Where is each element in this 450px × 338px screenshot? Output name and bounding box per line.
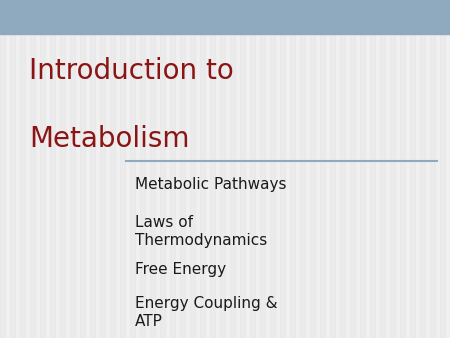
Bar — [140, 0, 145, 338]
Bar — [170, 0, 175, 338]
Bar — [40, 0, 45, 338]
Bar — [0, 0, 5, 338]
Bar — [280, 0, 285, 338]
Bar — [360, 0, 365, 338]
Bar — [180, 0, 185, 338]
Bar — [190, 0, 195, 338]
Text: Introduction to: Introduction to — [29, 57, 234, 86]
Bar — [70, 0, 75, 338]
Bar — [50, 0, 55, 338]
Bar — [220, 0, 225, 338]
Text: Laws of
Thermodynamics: Laws of Thermodynamics — [135, 215, 267, 248]
Text: Free Energy: Free Energy — [135, 262, 226, 277]
Bar — [300, 0, 305, 338]
Bar — [150, 0, 155, 338]
Bar — [60, 0, 65, 338]
Bar — [210, 0, 215, 338]
Bar — [230, 0, 235, 338]
Bar — [310, 0, 315, 338]
Bar — [0, 0, 450, 34]
Bar — [200, 0, 205, 338]
Bar — [120, 0, 125, 338]
Bar — [380, 0, 385, 338]
Bar — [160, 0, 165, 338]
Bar — [330, 0, 335, 338]
Bar — [20, 0, 25, 338]
Text: Metabolism: Metabolism — [29, 125, 190, 153]
Bar — [30, 0, 35, 338]
Bar — [290, 0, 295, 338]
Bar — [420, 0, 425, 338]
Bar — [410, 0, 415, 338]
Bar — [320, 0, 325, 338]
Bar — [370, 0, 375, 338]
Bar — [390, 0, 395, 338]
Bar — [260, 0, 265, 338]
Bar — [90, 0, 95, 338]
Bar — [10, 0, 15, 338]
Bar — [100, 0, 105, 338]
Bar — [400, 0, 405, 338]
Bar — [240, 0, 245, 338]
Bar — [80, 0, 85, 338]
Bar — [430, 0, 435, 338]
Bar — [110, 0, 115, 338]
Text: Metabolic Pathways: Metabolic Pathways — [135, 177, 287, 192]
Bar — [340, 0, 345, 338]
Bar — [250, 0, 255, 338]
Text: Energy Coupling &
ATP: Energy Coupling & ATP — [135, 296, 278, 329]
Bar — [350, 0, 355, 338]
Bar — [440, 0, 445, 338]
Bar — [130, 0, 135, 338]
Bar — [270, 0, 275, 338]
